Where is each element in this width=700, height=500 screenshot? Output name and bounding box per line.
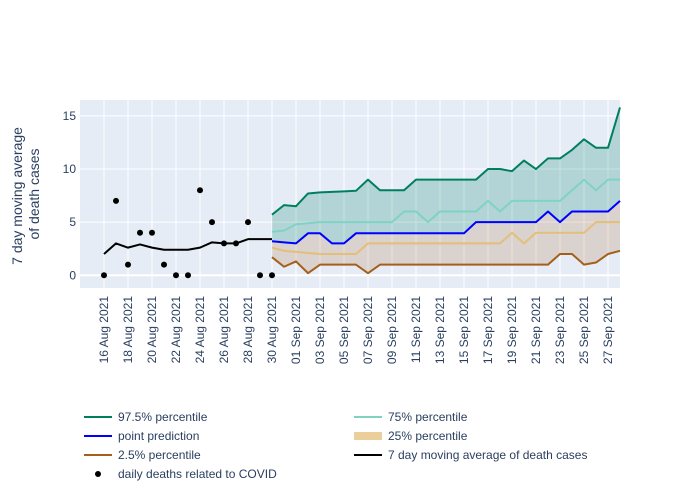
x-tick-label: 07 Sep 2021 [361,296,375,364]
legend-item-daily-deaths-related-to-covid[interactable]: daily deaths related to COVID [95,467,277,481]
x-tick-label: 21 Sep 2021 [529,296,543,364]
x-tick-label: 25 Sep 2021 [577,296,591,364]
legend-label: daily deaths related to COVID [118,467,277,481]
x-tick-label: 28 Aug 2021 [241,296,255,364]
y-axis-label-line-1: 7 day moving average [9,127,25,265]
y-tick-label: 15 [63,109,77,123]
legend-item-point-prediction[interactable]: point prediction [84,429,199,443]
x-tick-label: 23 Sep 2021 [553,296,567,364]
legend-label: 97.5% percentile [118,410,208,424]
legend-label: 7 day moving average of death cases [388,448,587,462]
band-2-5-percentile [272,200,620,274]
line-2-5-percentile [271,249,621,275]
line-97-5-percentile [271,107,621,216]
legend-item-7-day-moving-average-of-death-cases[interactable]: 7 day moving average of death cases [354,448,587,462]
y-tick-label: 0 [69,268,76,282]
x-tick-label: 17 Sep 2021 [481,296,495,364]
x-tick-label: 16 Aug 2021 [97,296,111,364]
x-tick-label: 24 Aug 2021 [193,296,207,364]
series-lines [103,107,621,275]
x-tick-label: 26 Aug 2021 [217,296,231,364]
band-97-5-percentile [272,107,620,244]
daily-death-point [209,219,215,226]
daily-death-point [185,272,191,279]
x-tick-label: 09 Sep 2021 [385,296,399,364]
daily-death-point [149,229,155,236]
daily-death-point [161,261,167,268]
legend-label: 75% percentile [388,410,468,424]
daily-death-point [125,261,131,268]
y-axis-label-line-2: of death cases [26,148,42,239]
line-7-day-moving-average-of-death-cases [103,238,272,255]
x-tick-label: 13 Sep 2021 [433,296,447,364]
x-axis-tick-labels: 16 Aug 2021 18 Aug 2021 20 Aug 2021 22 Aug … [97,296,615,364]
daily-death-point [173,272,179,279]
y-axis-tick-labels: 0 5 10 15 [63,109,77,282]
x-tick-label: 15 Sep 2021 [457,296,471,364]
legend-item-2-5-percentile[interactable]: 2.5% percentile [84,448,201,462]
percentile-bands [272,107,620,274]
daily-death-point [233,240,239,247]
daily-death-point [101,272,107,279]
daily-death-point [197,187,203,194]
x-tick-label: 27 Sep 2021 [601,296,615,364]
line-point-prediction [271,200,621,245]
plot-background [80,100,620,288]
line-75-percentile [271,178,620,233]
legend-item-25-percentile[interactable]: 25% percentile [354,429,468,443]
legend-label: point prediction [118,429,199,443]
daily-death-point [245,219,251,226]
daily-death-point [257,272,263,279]
daily-death-point [269,272,275,279]
y-tick-label: 5 [69,215,76,229]
legend-item-97-5-percentile[interactable]: 97.5% percentile [84,410,208,424]
x-tick-label: 03 Sep 2021 [313,296,327,364]
x-tick-label: 20 Aug 2021 [145,296,159,364]
x-tick-label: 01 Sep 2021 [289,296,303,364]
x-tick-label: 30 Aug 2021 [265,296,279,364]
daily-death-point [221,240,227,247]
legend: 97.5% percentile 75% percentile point pred… [84,410,587,481]
legend-item-75-percentile[interactable]: 75% percentile [354,410,468,424]
line-25-percentile [271,221,620,256]
grid-lines [80,100,620,288]
daily-death-point [113,197,119,204]
legend-swatch [354,432,382,440]
daily-death-points [101,187,275,279]
y-axis-label: 7 day moving average of death cases [9,123,42,265]
legend-label: 2.5% percentile [118,448,201,462]
legend-swatch [95,471,101,477]
daily-death-point [137,229,143,236]
x-tick-label: 22 Aug 2021 [169,296,183,364]
legend-label: 25% percentile [388,429,468,443]
x-tick-label: 11 Sep 2021 [409,296,423,363]
x-tick-label: 19 Sep 2021 [505,296,519,364]
y-tick-label: 10 [63,162,77,176]
x-tick-label: 05 Sep 2021 [337,296,351,364]
x-tick-label: 18 Aug 2021 [121,296,135,364]
